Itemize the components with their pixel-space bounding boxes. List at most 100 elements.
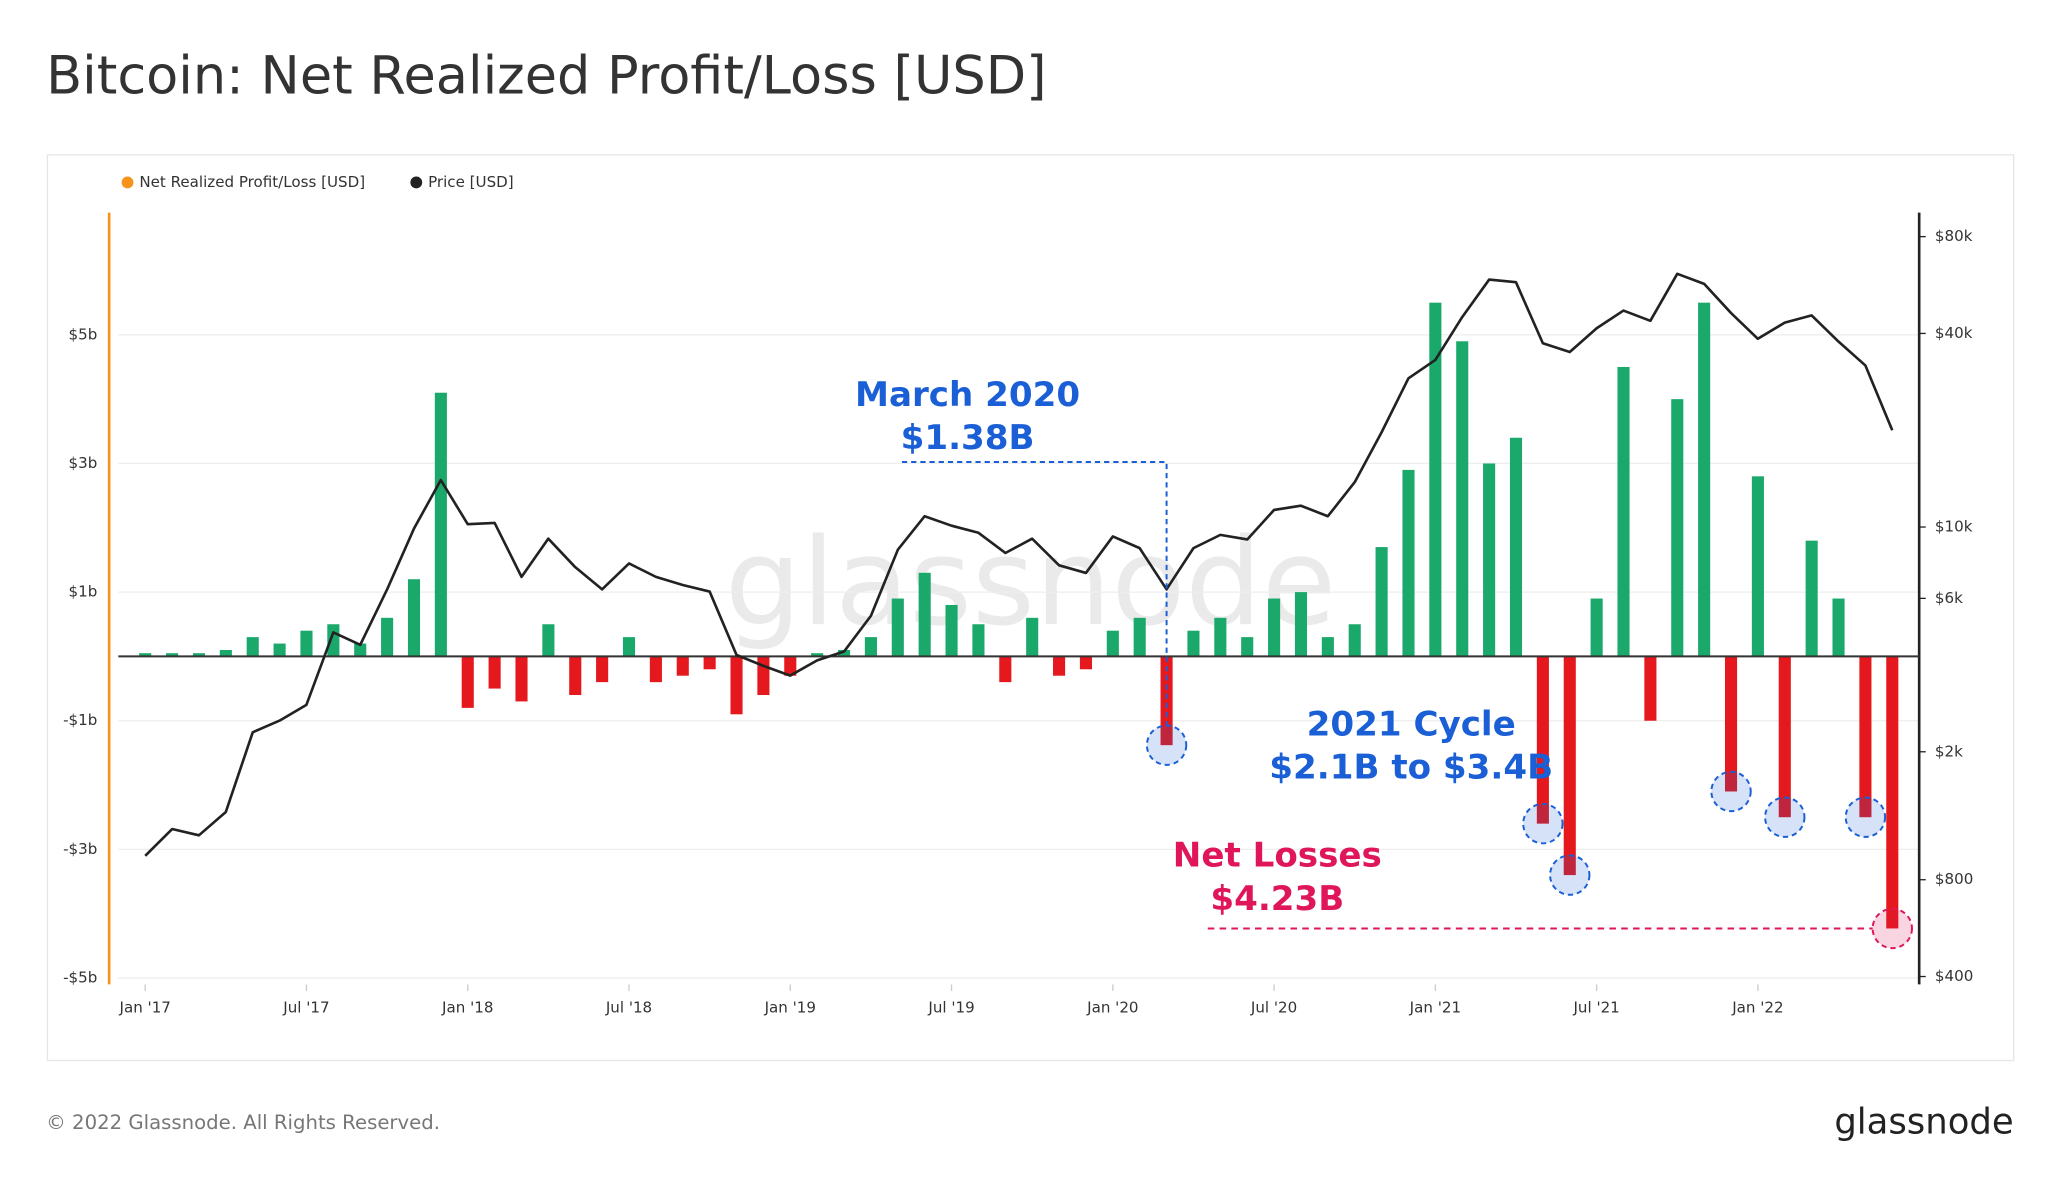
bar	[139, 653, 152, 657]
bar	[192, 653, 206, 657]
y2-tick-label: $800	[1935, 870, 1973, 888]
bar	[676, 656, 689, 676]
bar	[300, 630, 313, 657]
price-line	[144, 272, 1894, 857]
bar	[1563, 656, 1576, 876]
bar	[354, 643, 367, 657]
bar	[649, 656, 662, 683]
bar	[703, 656, 716, 670]
bar	[1886, 656, 1899, 929]
bar	[1536, 656, 1549, 824]
bar	[596, 656, 609, 683]
bar	[945, 604, 958, 657]
x-tick-label: Jul '19	[927, 999, 974, 1017]
annotation-text: 2021 Cycle	[1307, 704, 1516, 744]
bar	[1509, 437, 1523, 657]
bar	[1294, 592, 1308, 657]
bar	[1106, 630, 1119, 657]
bar	[1133, 617, 1146, 657]
x-tick-label: Jan '17	[119, 999, 171, 1017]
bar	[1053, 656, 1066, 676]
x-tick-label: Jan '20	[1086, 999, 1138, 1017]
bar	[864, 637, 877, 657]
bar	[1751, 476, 1764, 657]
bar	[166, 653, 179, 657]
y2-tick-label: $6k	[1935, 589, 1963, 607]
bar	[918, 572, 931, 657]
bar	[784, 656, 797, 676]
y-tick-label: -$1b	[63, 711, 97, 729]
bar	[461, 656, 474, 708]
bar	[1590, 598, 1603, 657]
bar	[1778, 656, 1791, 818]
annotation-marker	[1522, 802, 1564, 845]
bar	[1321, 637, 1334, 657]
bar	[488, 656, 501, 689]
bar	[1268, 598, 1281, 657]
annotation-marker	[1145, 724, 1188, 766]
annotation-text: $4.23B	[1210, 879, 1344, 919]
y-tick-label: $3b	[69, 454, 98, 472]
x-tick-label: Jul '18	[605, 999, 652, 1017]
bar	[757, 656, 770, 696]
bar	[515, 656, 528, 702]
annotation-text: $2.1B to $3.4B	[1269, 748, 1553, 788]
y-tick-label: $1b	[69, 583, 98, 601]
y2-tick-label: $80k	[1935, 227, 1973, 245]
bar	[1859, 656, 1872, 818]
bar	[1724, 656, 1738, 792]
bar	[1429, 302, 1442, 657]
bar	[569, 656, 582, 696]
bar	[1617, 366, 1630, 657]
bar	[1671, 399, 1684, 657]
annotation-text: Net Losses	[1173, 836, 1382, 876]
y2-tick-label: $2k	[1935, 742, 1963, 760]
bar	[1375, 547, 1388, 657]
bar	[1026, 617, 1039, 657]
annotation-text: $1.38B	[901, 418, 1035, 458]
x-tick-label: Jan '21	[1409, 999, 1461, 1017]
y-tick-label: $5b	[69, 325, 98, 343]
annotation-marker	[1844, 796, 1887, 838]
legend-swatch	[121, 176, 134, 189]
bar	[273, 643, 286, 657]
bar	[1698, 302, 1711, 657]
bar	[891, 598, 904, 657]
bar	[1402, 469, 1415, 657]
annotation-marker	[1710, 770, 1752, 813]
y2-tick-label: $400	[1935, 967, 1973, 985]
y2-tick-label: $40k	[1935, 324, 1973, 342]
x-tick-label: Jul '21	[1572, 999, 1619, 1017]
bar	[837, 649, 851, 657]
bar	[1187, 630, 1200, 657]
bar	[1241, 637, 1254, 657]
bar	[434, 392, 447, 657]
bar	[999, 656, 1012, 683]
annotation-text: March 2020	[855, 375, 1080, 415]
bar	[1644, 656, 1657, 721]
chart-title: Bitcoin: Net Realized Profit/Loss [USD]	[46, 45, 1047, 106]
bar	[542, 624, 555, 657]
x-tick-label: Jan '22	[1731, 999, 1783, 1017]
annotation-marker	[1549, 854, 1591, 896]
bar	[1832, 598, 1845, 657]
bar	[327, 624, 340, 657]
footer: © 2022 Glassnode. All Rights Reserved.	[46, 1111, 440, 1134]
x-tick-label: Jan '18	[441, 999, 493, 1017]
x-tick-label: Jul '20	[1250, 999, 1297, 1017]
bar	[730, 656, 743, 715]
y2-tick-label: $10k	[1935, 518, 1973, 536]
bar	[1805, 540, 1818, 657]
bar	[1160, 656, 1173, 746]
x-tick-label: Jul '17	[282, 999, 329, 1017]
bar	[1456, 341, 1469, 657]
bar	[1079, 656, 1092, 670]
bar	[622, 637, 636, 657]
annotation-marker	[1871, 907, 1913, 950]
x-tick-label: Jan '19	[764, 999, 816, 1017]
bar	[811, 653, 824, 657]
annotation-marker	[1764, 796, 1806, 838]
chart-frame	[46, 154, 2015, 1062]
